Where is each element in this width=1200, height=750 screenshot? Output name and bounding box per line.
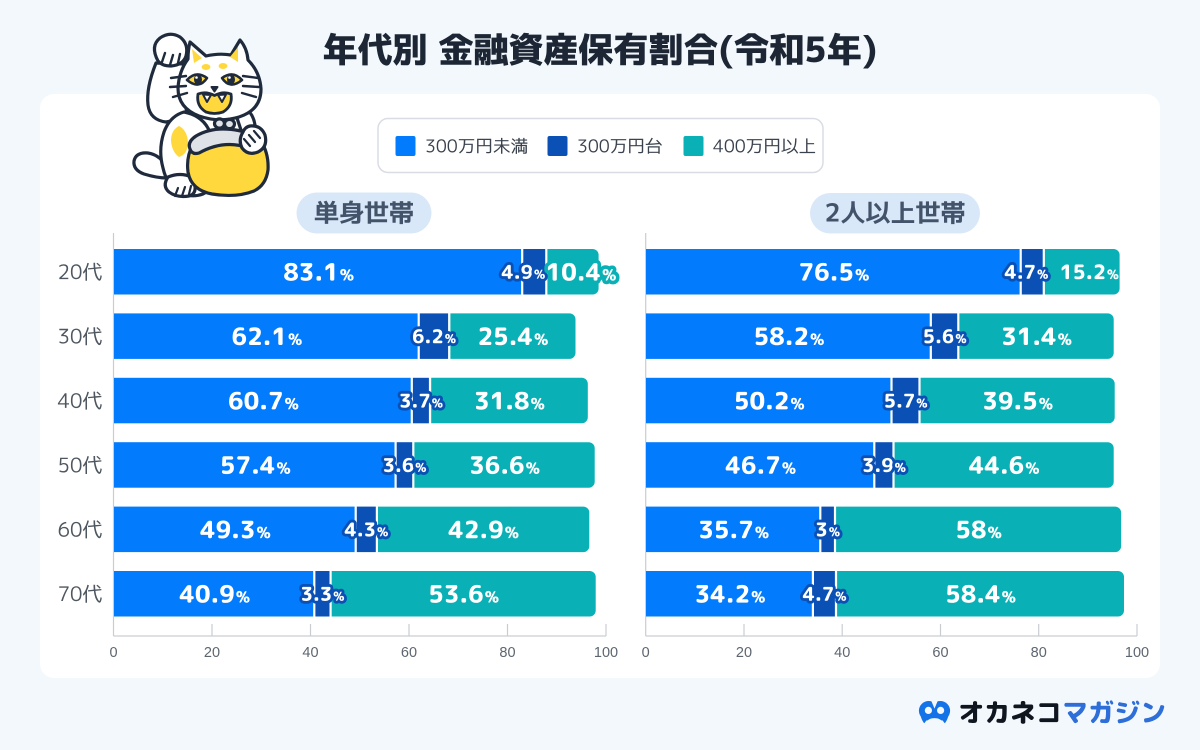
svg-text:80: 80 bbox=[1031, 645, 1047, 661]
svg-text:0: 0 bbox=[642, 645, 650, 661]
svg-text:20: 20 bbox=[204, 645, 220, 661]
svg-text:40: 40 bbox=[302, 645, 318, 661]
svg-text:40: 40 bbox=[834, 645, 850, 661]
svg-text:100: 100 bbox=[594, 645, 618, 661]
svg-text:100: 100 bbox=[1125, 645, 1149, 661]
svg-text:0: 0 bbox=[109, 645, 117, 661]
svg-text:20: 20 bbox=[736, 645, 752, 661]
svg-text:60: 60 bbox=[932, 645, 948, 661]
svg-text:60: 60 bbox=[401, 645, 417, 661]
svg-text:80: 80 bbox=[499, 645, 515, 661]
